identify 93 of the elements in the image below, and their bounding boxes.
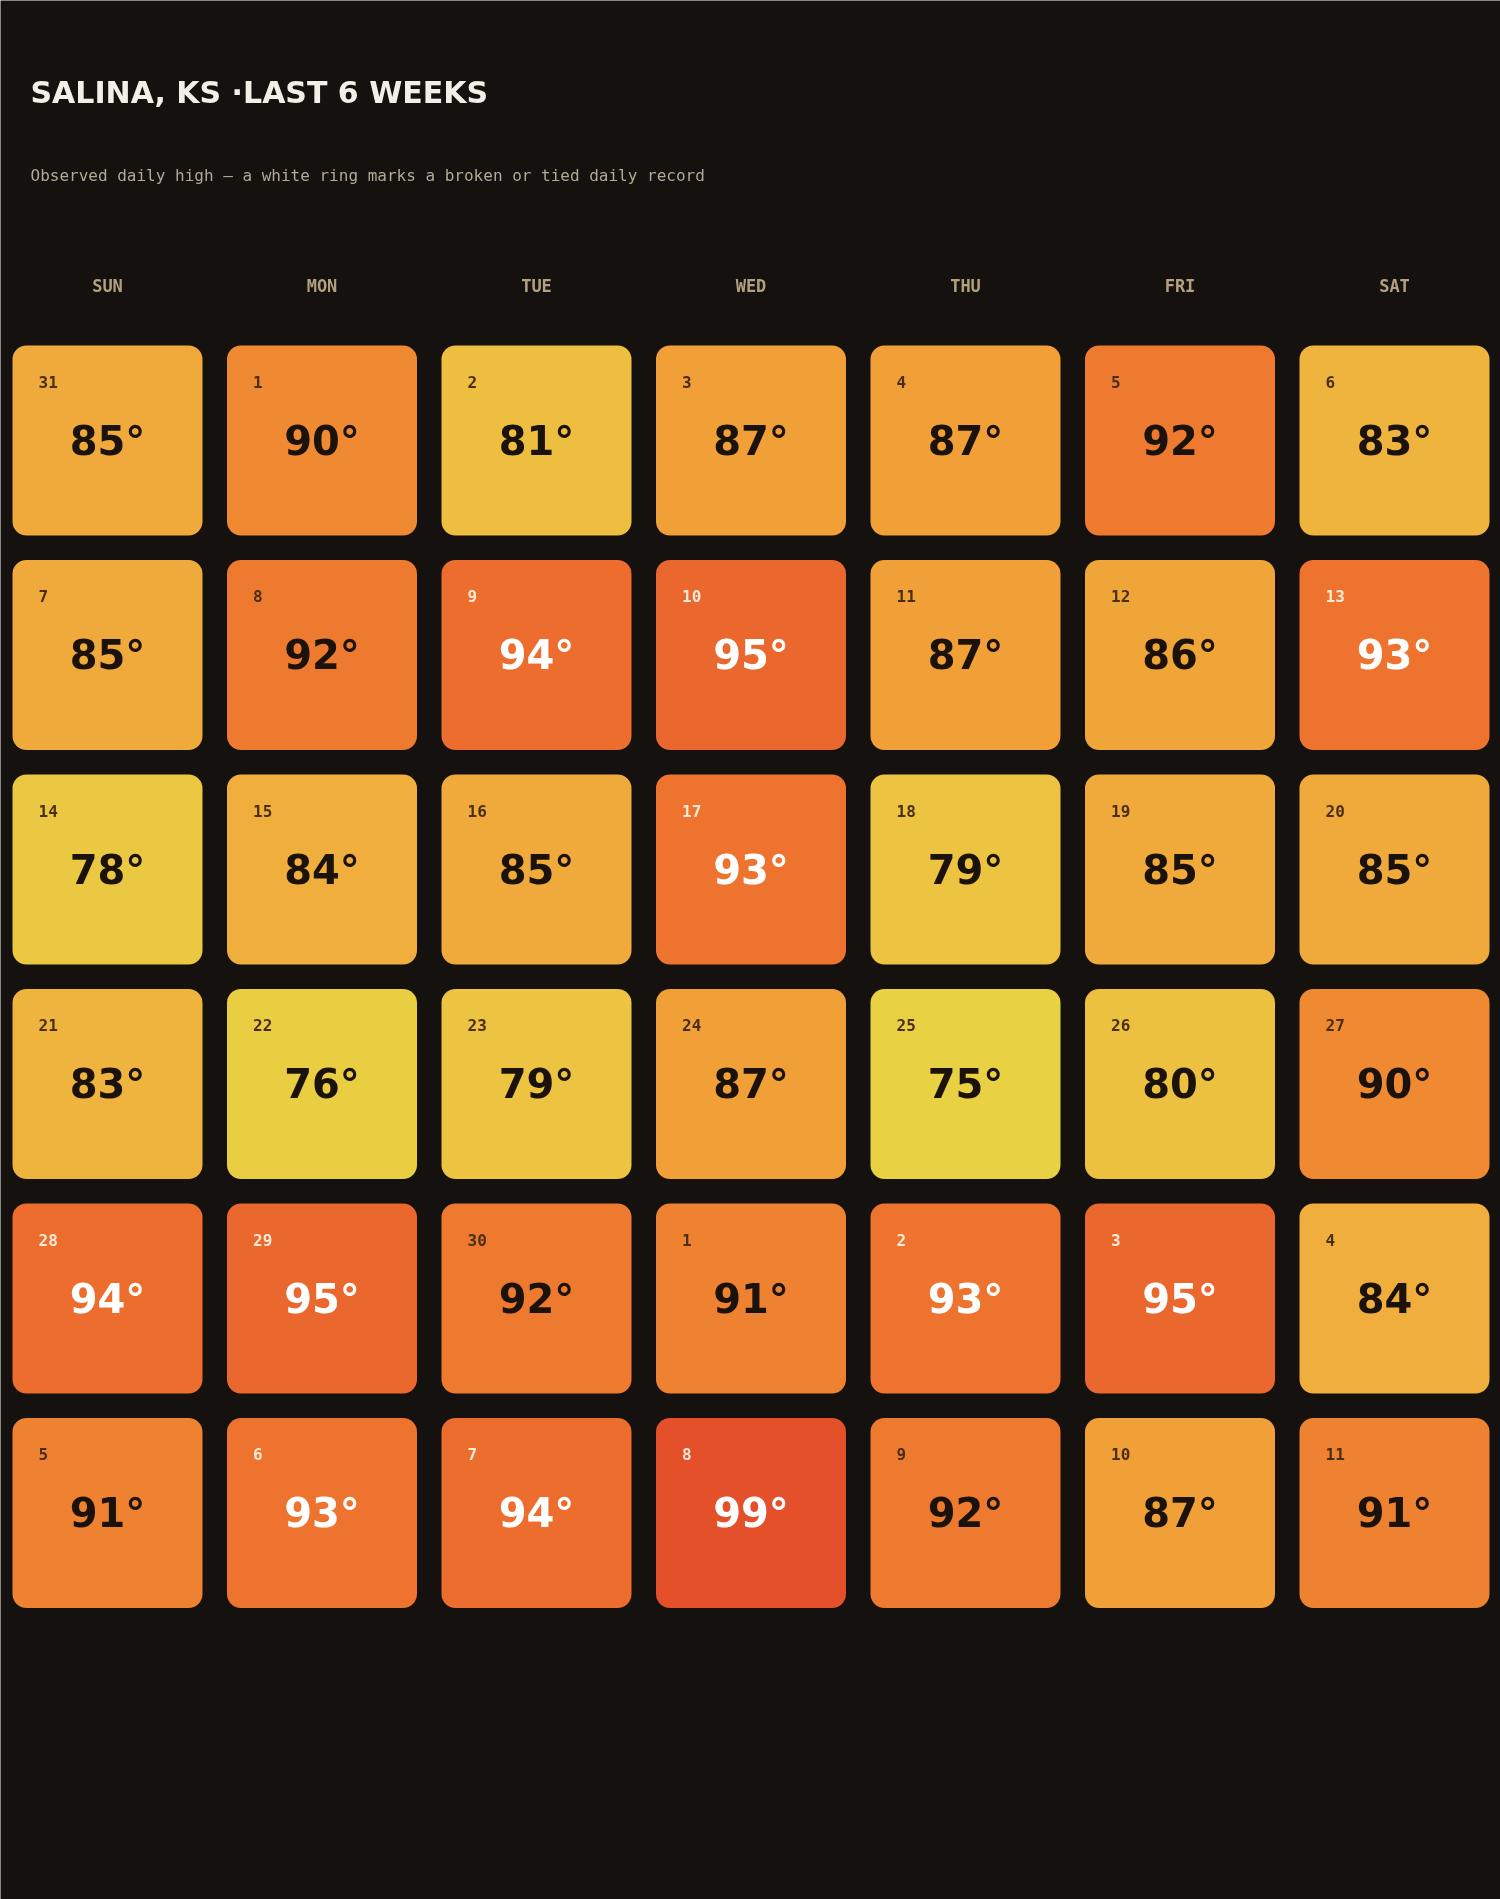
x-tick-label: THU	[950, 275, 981, 296]
x-tick-label: WED	[735, 275, 767, 296]
annotation: 5	[38, 1445, 49, 1464]
annotation: 15	[253, 801, 273, 821]
x-tick-label: MON	[306, 275, 338, 296]
annotation: 5	[1111, 372, 1121, 392]
data-label: 83°	[1356, 417, 1433, 464]
data-label: 84°	[284, 846, 360, 893]
annotation: 12	[1111, 587, 1131, 606]
data-label: 85°	[69, 632, 146, 678]
data-label: 99°	[713, 1490, 789, 1536]
data-label: 90°	[1356, 1061, 1433, 1107]
data-label: 85°	[498, 846, 575, 893]
data-label: 91°	[1356, 1490, 1433, 1536]
data-label: 79°	[498, 1061, 575, 1107]
annotation: 25	[896, 1016, 916, 1035]
data-label: 93°	[284, 1490, 360, 1536]
annotation: 6	[1325, 372, 1336, 392]
annotation: 8	[253, 587, 263, 606]
data-label: 86°	[1142, 632, 1218, 678]
annotation: 9	[896, 1445, 907, 1464]
annotation: 31	[38, 372, 58, 392]
data-label: 94°	[498, 1490, 575, 1536]
data-label: 85°	[1142, 846, 1218, 893]
annotation: 18	[896, 801, 916, 821]
annotation: 16	[467, 801, 487, 821]
data-label: 92°	[927, 1490, 1004, 1536]
data-label: 92°	[1142, 417, 1218, 464]
data-label: 92°	[284, 632, 360, 678]
annotation: 4	[896, 372, 907, 392]
annotation: 21	[38, 1016, 58, 1035]
annotation: 1	[253, 372, 263, 392]
annotation: 28	[38, 1230, 58, 1250]
x-tick-label: SUN	[92, 275, 123, 296]
data-label: 79°	[927, 846, 1004, 893]
annotation: 3	[1111, 1230, 1121, 1250]
data-label: 87°	[713, 1061, 789, 1107]
data-label: 92°	[498, 1275, 575, 1322]
annotation: 7	[38, 587, 49, 606]
x-tick-label: FRI	[1164, 275, 1196, 296]
annotation: 11	[1325, 1445, 1345, 1464]
annotation: 1	[682, 1230, 692, 1250]
annotation: 22	[253, 1016, 273, 1035]
annotation: 26	[1111, 1016, 1131, 1035]
data-label: 90°	[284, 417, 360, 464]
data-label: 85°	[1356, 846, 1433, 893]
annotation: 4	[1325, 1230, 1336, 1250]
data-label: 83°	[69, 1061, 146, 1107]
data-label: 75°	[927, 1061, 1004, 1107]
data-label: 91°	[713, 1275, 789, 1322]
annotation: 29	[253, 1230, 273, 1250]
annotation: 8	[682, 1445, 692, 1464]
x-tick-label: SAT	[1379, 275, 1410, 296]
data-label: 87°	[927, 417, 1004, 464]
data-label: 95°	[284, 1275, 360, 1322]
data-label: 95°	[713, 632, 789, 678]
annotation: 14	[38, 801, 58, 821]
annotation: 23	[467, 1016, 487, 1035]
data-label: 87°	[1142, 1490, 1218, 1536]
data-label: 94°	[69, 1275, 146, 1322]
annotation: 7	[467, 1445, 478, 1464]
annotation: 30	[467, 1230, 487, 1250]
data-label: 94°	[498, 632, 575, 678]
data-label: 93°	[927, 1275, 1004, 1322]
data-label: 78°	[69, 846, 146, 893]
data-label: 85°	[69, 417, 146, 464]
annotation: 10	[682, 587, 702, 606]
data-label: 87°	[713, 417, 789, 464]
annotation: 19	[1111, 801, 1131, 821]
annotation: 2	[467, 372, 478, 392]
annotation: 3	[682, 372, 692, 392]
annotation: 11	[896, 587, 916, 606]
chart-title: SALINA, KS ·LAST 6 WEEKS	[30, 75, 489, 110]
annotation: 9	[467, 587, 478, 606]
annotation: 2	[896, 1230, 907, 1250]
data-label: 81°	[498, 417, 575, 464]
data-label: 80°	[1142, 1061, 1218, 1107]
data-label: 93°	[1356, 632, 1433, 678]
annotation: 17	[682, 801, 702, 821]
annotation: 6	[253, 1445, 263, 1464]
data-label: 84°	[1356, 1275, 1433, 1322]
chart-subtitle: Observed daily high — a white ring marks a broken or tied daily record	[30, 166, 705, 185]
annotation: 24	[682, 1016, 702, 1035]
data-label: 95°	[1142, 1275, 1218, 1322]
data-label: 91°	[69, 1490, 146, 1536]
x-tick-label: TUE	[521, 275, 552, 296]
annotation: 13	[1325, 587, 1345, 606]
annotation: 27	[1325, 1016, 1345, 1035]
annotation: 10	[1111, 1445, 1131, 1464]
data-label: 93°	[713, 846, 789, 893]
data-label: 87°	[927, 632, 1004, 678]
annotation: 20	[1325, 801, 1345, 821]
data-label: 76°	[284, 1061, 360, 1107]
